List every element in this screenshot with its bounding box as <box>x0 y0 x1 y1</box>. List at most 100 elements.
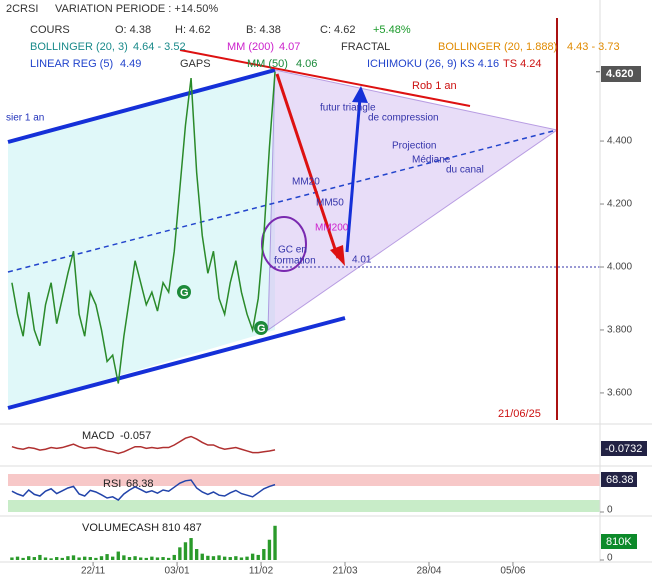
volume-bar <box>256 554 260 560</box>
volume-bar <box>27 556 31 560</box>
rsi-overbought <box>8 474 600 486</box>
rsi-line <box>11 479 276 501</box>
volume-bar <box>15 556 20 560</box>
mm200-value: 4.07 <box>279 41 300 53</box>
resistance <box>179 49 471 107</box>
annotation: GC en <box>278 245 307 256</box>
rsi-box <box>601 472 637 487</box>
channel <box>8 70 275 408</box>
volume-bar <box>38 554 42 560</box>
ks: KS 4.16 <box>460 58 499 70</box>
bollinger: BOLLINGER (20, 3) <box>30 41 128 53</box>
y-tick-label: 4.000 <box>607 262 632 273</box>
channel-top <box>7 68 276 144</box>
macd-box <box>601 441 647 456</box>
volume-bar <box>71 555 76 560</box>
volume-bar <box>234 556 238 560</box>
volume-bar <box>43 557 48 560</box>
rsi-box-label: 68.38 <box>606 474 634 486</box>
arrow-head <box>352 86 368 103</box>
y-tick-label: 4.200 <box>607 199 632 210</box>
volume-box <box>601 534 637 549</box>
volume-bar <box>222 556 227 560</box>
signal-label: G <box>180 287 189 299</box>
volume-bar <box>94 557 98 560</box>
arrow-down <box>275 73 340 259</box>
price-box <box>601 66 641 82</box>
close: C: 4.62 <box>320 24 355 36</box>
volume-bar <box>122 555 126 560</box>
bollinger2-value: 4.43 - 3.73 <box>567 41 620 53</box>
volume-bar <box>172 554 176 560</box>
annotation: futur triangle <box>320 103 376 114</box>
y-tick-label: 0 <box>607 505 613 516</box>
rsi-value: 68.38 <box>126 478 154 490</box>
x-tick-label: 21/03 <box>332 566 357 577</box>
bollinger-value: 4.64 - 3.52 <box>133 41 186 53</box>
volume-bar <box>77 557 81 560</box>
volume-bar <box>161 557 165 560</box>
x-tick-label: 22/11 <box>81 566 106 577</box>
macd-line <box>11 435 276 455</box>
volume-bar <box>206 555 210 560</box>
subtitle: VARIATION PERIODE : +14.50% <box>55 3 218 15</box>
annotation: sier 1 an <box>6 113 44 124</box>
volume-bar <box>49 558 53 560</box>
y-tick-label: 4.400 <box>607 136 632 147</box>
annotation: du canal <box>446 165 484 176</box>
volume-bar <box>144 557 148 560</box>
channel-bottom <box>7 316 346 410</box>
macd-label: MACD <box>82 430 114 442</box>
volume-bar <box>194 549 199 560</box>
volume-bar <box>111 556 115 560</box>
low: B: 4.38 <box>246 24 281 36</box>
high: H: 4.62 <box>175 24 210 36</box>
volume-bar <box>250 553 255 560</box>
volume-bar <box>239 557 244 560</box>
change: +5.48% <box>373 24 411 36</box>
volume-bar <box>32 557 36 560</box>
macd-signal: -0.0732 <box>605 443 642 455</box>
volume-bar <box>133 556 137 560</box>
volume-box-label: 810K <box>606 536 632 548</box>
volume-bar <box>245 556 249 560</box>
volume-bar <box>217 555 221 560</box>
annotation: Projection <box>392 141 436 152</box>
volume-bar <box>150 556 154 560</box>
macd-value: -0.057 <box>120 430 151 442</box>
volume-bar <box>55 557 59 560</box>
mm200: MM (200) <box>227 41 274 53</box>
volume-bar <box>166 557 171 560</box>
price-label: 4.620 <box>606 68 634 80</box>
arrow-head <box>330 245 345 266</box>
y-tick-label: 0 <box>607 553 613 564</box>
annotation: Rob 1 an <box>412 80 457 92</box>
annotation: 21/06/25 <box>498 408 541 420</box>
volume-bar <box>211 556 216 560</box>
rsi-oversold <box>8 500 600 512</box>
mm50-value: 4.06 <box>296 58 317 70</box>
volume-bar <box>189 538 193 560</box>
bollinger2: BOLLINGER (20, 1.888) <box>438 41 557 53</box>
open: O: 4.38 <box>115 24 151 36</box>
arrow-up <box>345 97 362 253</box>
x-tick-label: 05/06 <box>500 566 525 577</box>
signal-label: G <box>257 323 266 335</box>
volume-bar <box>88 557 92 560</box>
signal <box>254 321 268 335</box>
annotation: MM20 <box>292 177 320 188</box>
volume-bar <box>267 539 272 560</box>
volume-value: 810 487 <box>162 522 202 534</box>
annotation: de compression <box>368 113 439 124</box>
volume-bar <box>228 557 232 560</box>
volume-bar <box>99 556 104 560</box>
volume-bar <box>178 547 182 560</box>
annotation: MM200 <box>315 223 349 234</box>
volume-bar <box>116 551 120 560</box>
linreg-value: 4.49 <box>120 58 141 70</box>
annotation: formation <box>274 256 316 267</box>
triangle <box>267 69 559 331</box>
price-line <box>11 71 276 384</box>
volume-label: VOLUMECASH <box>82 522 159 534</box>
gaps: GAPS <box>180 58 211 70</box>
